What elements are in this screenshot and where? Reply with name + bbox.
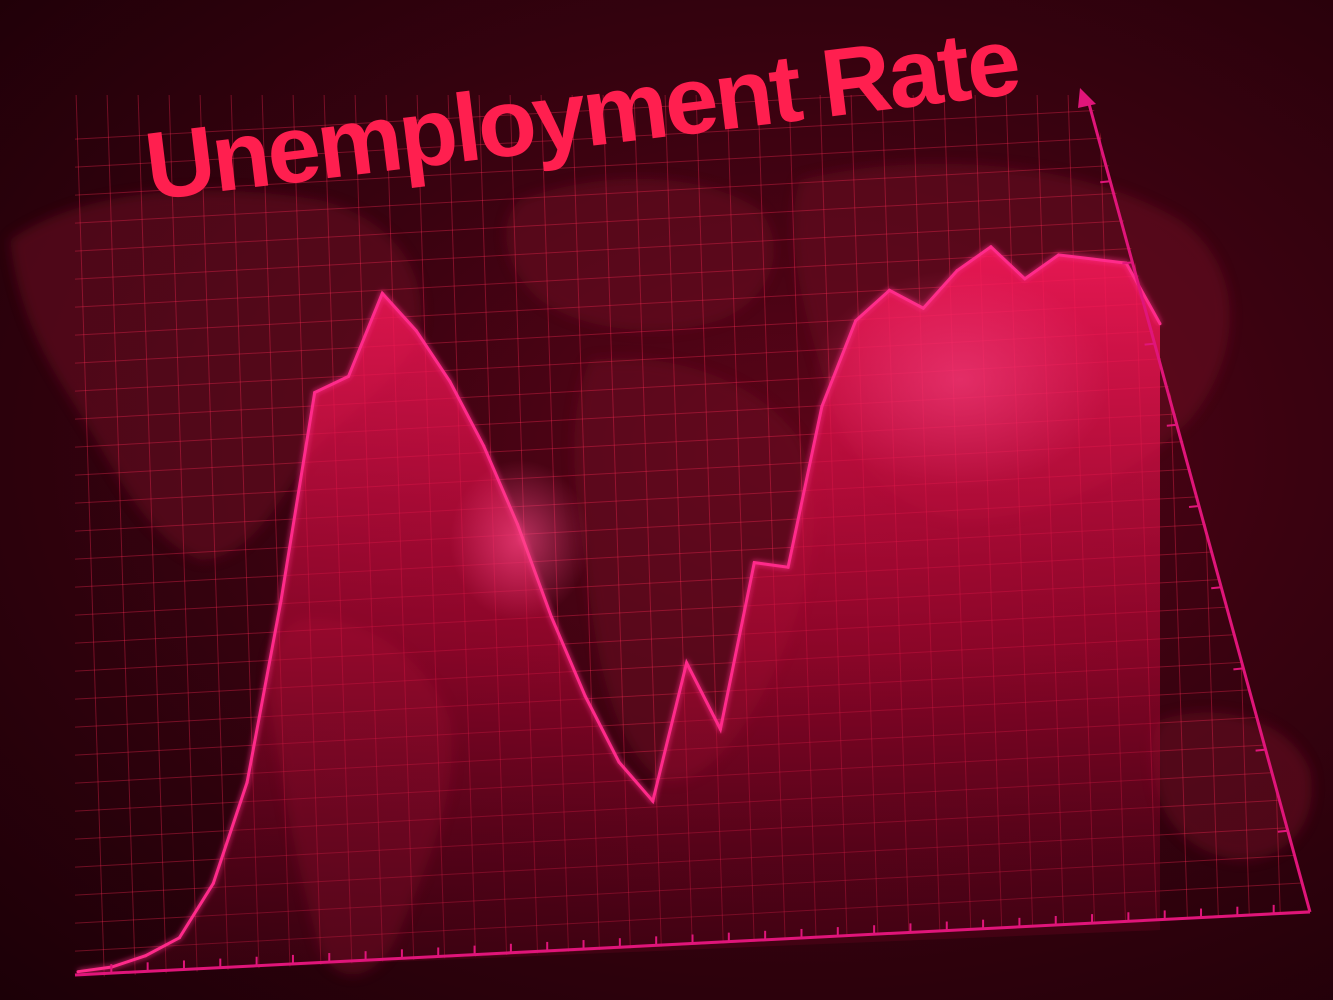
data-point bbox=[482, 444, 486, 448]
landmass-europe bbox=[506, 178, 775, 331]
data-point bbox=[651, 799, 655, 803]
data-point bbox=[617, 760, 621, 764]
data-point bbox=[347, 374, 350, 378]
grid-line-horizontal bbox=[75, 209, 1310, 281]
data-point bbox=[1158, 322, 1162, 326]
data-point bbox=[718, 727, 722, 731]
data-point bbox=[177, 936, 181, 940]
data-point bbox=[1023, 277, 1027, 281]
data-point bbox=[313, 391, 317, 394]
data-point bbox=[752, 561, 756, 565]
chart-axes bbox=[74, 88, 1312, 977]
glow-blob-left bbox=[450, 460, 590, 620]
data-point bbox=[1090, 257, 1094, 261]
y-axis-tick bbox=[1144, 342, 1155, 346]
y-axis-tick bbox=[1166, 423, 1177, 427]
grid-line-vertical bbox=[105, 95, 137, 978]
y-axis-tick bbox=[1188, 505, 1200, 508]
grid-line-horizontal bbox=[75, 237, 1310, 309]
data-point bbox=[414, 329, 418, 333]
y-axis-arrow-icon bbox=[1078, 88, 1096, 108]
data-point bbox=[1057, 253, 1061, 257]
landmass-australia bbox=[1152, 712, 1312, 860]
grid-line-horizontal bbox=[75, 181, 1310, 253]
data-point bbox=[76, 970, 80, 974]
glow-highlights bbox=[450, 270, 1110, 620]
grid-line-vertical bbox=[167, 95, 199, 978]
grid-line-vertical bbox=[1315, 60, 1333, 1000]
grid-line-vertical bbox=[198, 95, 230, 978]
grid-line-horizontal bbox=[75, 965, 1310, 978]
grid-line-horizontal bbox=[75, 95, 1310, 141]
data-point bbox=[989, 245, 993, 249]
data-point bbox=[448, 380, 452, 383]
glow-blob-right bbox=[810, 270, 1110, 490]
grid-line-vertical bbox=[75, 95, 106, 978]
data-point bbox=[211, 881, 215, 885]
y-axis-tick bbox=[1255, 748, 1266, 752]
grid-line-vertical bbox=[1283, 95, 1310, 978]
y-axis-tick bbox=[1211, 586, 1222, 590]
data-point bbox=[279, 599, 283, 603]
data-point bbox=[380, 291, 384, 295]
y-axis-tick bbox=[1277, 829, 1288, 833]
data-point bbox=[144, 954, 148, 958]
data-point bbox=[685, 661, 689, 665]
grid-line-vertical bbox=[136, 95, 168, 978]
grid-line-vertical bbox=[1252, 95, 1284, 978]
y-axis-tick bbox=[1100, 180, 1111, 184]
data-point bbox=[549, 615, 553, 619]
y-axis-tick bbox=[1122, 261, 1133, 265]
data-point bbox=[786, 565, 790, 569]
data-point bbox=[583, 694, 587, 698]
grid-line-vertical bbox=[1159, 95, 1191, 978]
y-axis-tick bbox=[1233, 667, 1244, 671]
data-point bbox=[245, 780, 249, 784]
landmass-north-america bbox=[10, 190, 422, 561]
